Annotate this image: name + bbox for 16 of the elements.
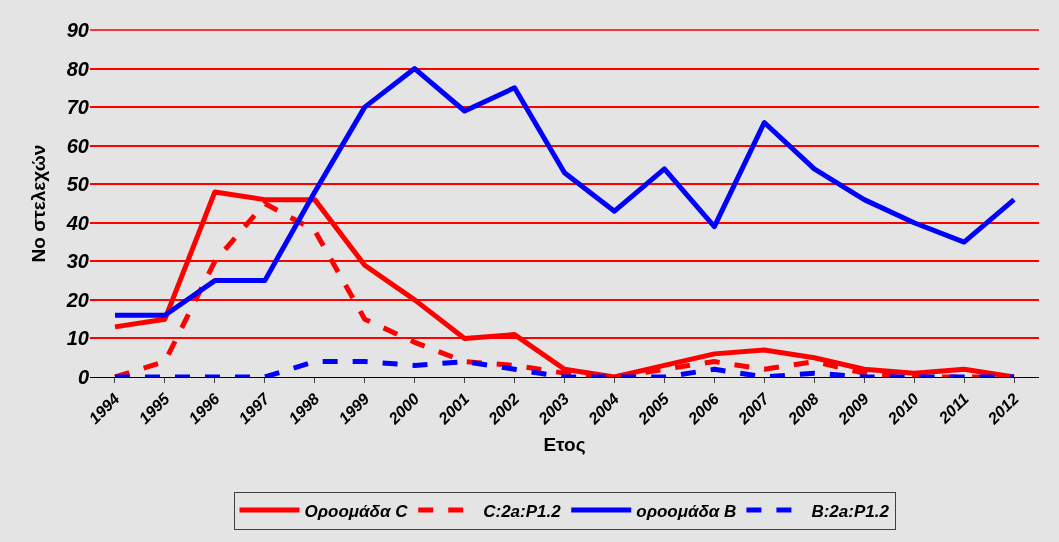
x-axis-title: Ετος <box>543 433 586 455</box>
legend-label: B:2a:P1.2 <box>811 501 890 521</box>
legend-label: οροομάδα Β <box>636 501 737 521</box>
y-tick-label: 60 <box>66 134 89 157</box>
y-tick-label: 20 <box>65 288 89 311</box>
y-tick-label: 30 <box>66 250 89 273</box>
y-tick-label: 10 <box>66 327 89 350</box>
y-tick-label: 50 <box>66 173 89 196</box>
y-tick-label: 40 <box>65 211 89 234</box>
y-tick-label: 0 <box>77 366 89 388</box>
legend-label: Οροομάδα C <box>304 501 409 521</box>
y-tick-label: 70 <box>66 96 89 119</box>
y-axis-title: Νο στελεχών <box>27 144 49 263</box>
legend-label: C:2a:P1.2 <box>483 501 562 521</box>
y-tick-label: 90 <box>66 19 89 41</box>
y-tick-label: 80 <box>66 57 89 80</box>
